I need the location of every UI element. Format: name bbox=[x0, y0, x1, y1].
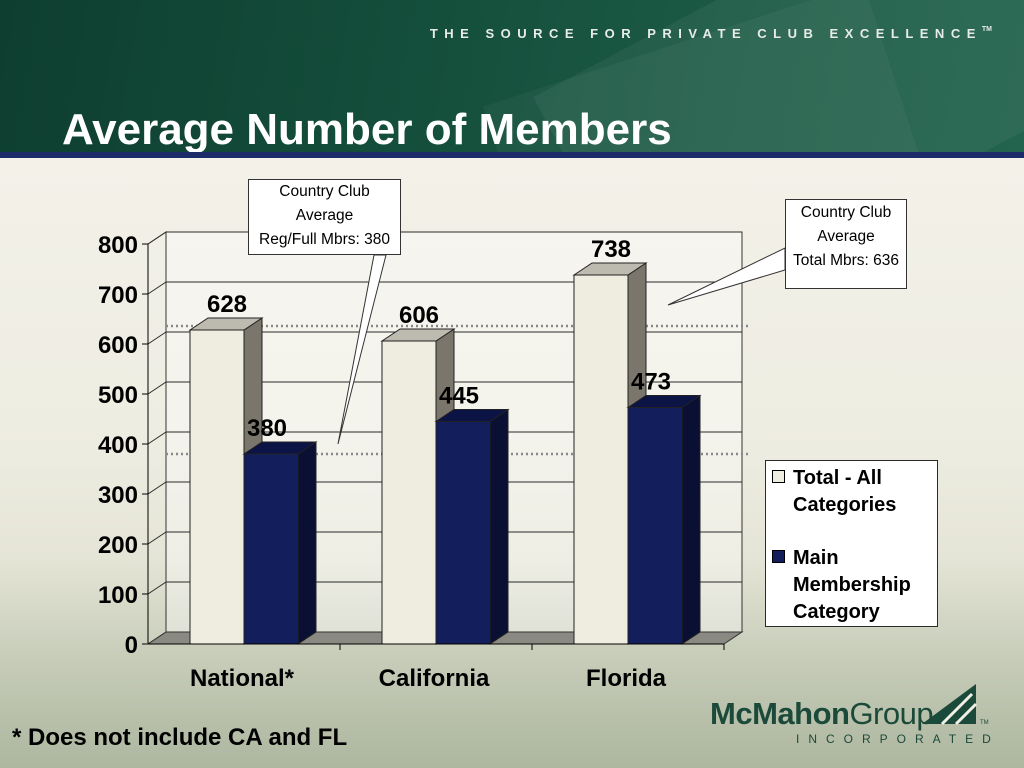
y-tick-label: 800 bbox=[98, 232, 138, 259]
tagline-trademark: TM bbox=[981, 26, 992, 33]
bar-side bbox=[489, 408, 509, 645]
callout-pointer-regular bbox=[337, 254, 387, 445]
y-tick-label: 700 bbox=[98, 282, 138, 309]
tagline: THE SOURCE FOR PRIVATE CLUB EXCELLENCETM bbox=[430, 26, 992, 41]
bar bbox=[189, 329, 245, 645]
x-tick-label: National* bbox=[190, 665, 295, 692]
gridline-side bbox=[147, 481, 167, 495]
y-tick-label: 200 bbox=[98, 532, 138, 559]
legend-swatch-main bbox=[772, 550, 785, 563]
chart-legend: Total - All Categories Main Membership C… bbox=[765, 460, 938, 627]
callout-total-average: Country Club Average Total Mbrs: 636 bbox=[785, 199, 907, 289]
logo-trademark: TM bbox=[980, 720, 989, 726]
callout-total-line2: Average bbox=[817, 228, 875, 245]
y-tick-label: 300 bbox=[98, 482, 138, 509]
data-label: 628 bbox=[207, 291, 247, 318]
y-tick-label: 0 bbox=[125, 632, 138, 659]
gridline-side bbox=[147, 531, 167, 545]
data-label: 380 bbox=[247, 415, 287, 442]
y-tick-label: 400 bbox=[98, 432, 138, 459]
bar-side bbox=[297, 441, 317, 645]
company-logo: McMahonGroup INCORPORATED TM bbox=[710, 682, 1000, 762]
legend-swatch-total bbox=[772, 470, 785, 483]
gridline-side bbox=[147, 431, 167, 445]
gridline-side bbox=[147, 231, 167, 245]
x-tick-label: California bbox=[379, 665, 490, 692]
gridline-side bbox=[147, 581, 167, 595]
tagline-text: THE SOURCE FOR PRIVATE CLUB EXCELLENCE bbox=[429, 26, 982, 41]
callout-regular-line3: Reg/Full Mbrs: 380 bbox=[259, 231, 390, 248]
x-tick-label: Florida bbox=[586, 665, 667, 692]
bar bbox=[627, 407, 683, 645]
header-divider bbox=[0, 152, 1024, 158]
callout-total-line3: Total Mbrs: 636 bbox=[793, 252, 899, 269]
legend-item-total: Total - All Categories bbox=[772, 465, 941, 519]
bar bbox=[243, 453, 299, 645]
data-label: 473 bbox=[631, 369, 671, 396]
callout-total-line1: Country Club bbox=[800, 204, 892, 221]
bar-side bbox=[681, 394, 701, 645]
bar bbox=[573, 274, 629, 645]
data-label: 606 bbox=[399, 302, 439, 329]
bar bbox=[435, 421, 491, 645]
callout-regular-average: Country Club Average Reg/Full Mbrs: 380 bbox=[248, 179, 401, 255]
legend-item-main: Main Membership Category bbox=[772, 545, 941, 626]
y-tick-label: 100 bbox=[98, 582, 138, 609]
gridline-side bbox=[147, 381, 167, 395]
y-tick-label: 500 bbox=[98, 382, 138, 409]
header-banner: THE SOURCE FOR PRIVATE CLUB EXCELLENCETM… bbox=[0, 0, 1024, 152]
logo-name-regular: Group bbox=[849, 696, 934, 731]
data-label: 445 bbox=[439, 383, 479, 410]
logo-name-bold: McMahon bbox=[710, 696, 850, 731]
gridline-side bbox=[147, 331, 167, 345]
data-label: 738 bbox=[591, 236, 631, 263]
page-title: Average Number of Members bbox=[62, 105, 672, 152]
legend-label-main: Main Membership Category bbox=[793, 547, 911, 623]
callout-regular-line2: Average bbox=[295, 207, 354, 224]
logo-wordmark: McMahonGroup bbox=[710, 696, 934, 732]
gridline-side bbox=[147, 281, 167, 295]
footnote: * Does not include CA and FL bbox=[12, 724, 348, 751]
y-tick-label: 600 bbox=[98, 332, 138, 359]
legend-label-total: Total - All Categories bbox=[793, 467, 897, 516]
logo-triangle-icon: TM bbox=[922, 684, 989, 726]
logo-incorporated: INCORPORATED bbox=[796, 732, 1000, 746]
bar bbox=[381, 340, 437, 645]
callout-regular-line1: Country Club bbox=[279, 183, 370, 200]
